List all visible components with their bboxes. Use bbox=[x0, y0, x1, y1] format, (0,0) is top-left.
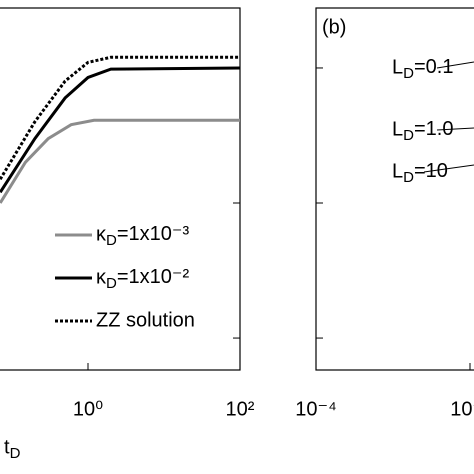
data-line bbox=[0, 66, 241, 194]
annotation-leader bbox=[436, 127, 474, 131]
data-line bbox=[0, 55, 240, 181]
x-tick-label: 10⁻² bbox=[450, 398, 474, 420]
annotation: LD=10 bbox=[392, 160, 448, 186]
legend-label: κD=1x10⁻² bbox=[96, 266, 189, 292]
plot-frame bbox=[315, 7, 474, 371]
x-tick-label: 10² bbox=[226, 398, 255, 420]
panel-label: (b) bbox=[322, 16, 346, 38]
x-axis-label: tD bbox=[4, 436, 21, 462]
legend-label: κD=1x10⁻³ bbox=[96, 223, 189, 249]
x-tick-label: 10⁰ bbox=[73, 398, 103, 420]
annotation: LD=1.0 bbox=[392, 118, 453, 144]
plot-frame bbox=[0, 7, 241, 371]
annotation-leader bbox=[436, 61, 474, 69]
x-tick-label: 10⁻⁴ bbox=[295, 398, 336, 420]
annotation-leader bbox=[423, 164, 474, 173]
data-line bbox=[0, 118, 240, 204]
legend-label: ZZ solution bbox=[96, 309, 195, 331]
annotation: LD=0.1 bbox=[392, 56, 453, 82]
